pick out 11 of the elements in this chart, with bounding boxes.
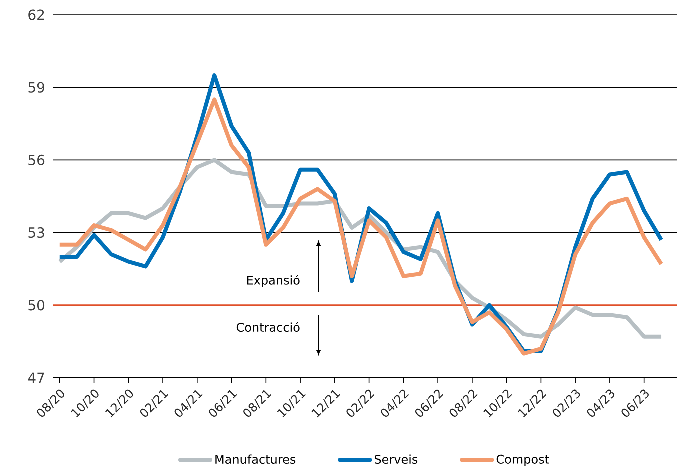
- annotation: Expansió: [247, 275, 300, 288]
- legend-label: Manufactures: [216, 454, 296, 464]
- y-tick-label: 50: [28, 300, 45, 311]
- y-tick-label: 53: [28, 227, 44, 238]
- y-tick-label: 47: [28, 372, 44, 384]
- annotation: Contracció: [236, 322, 300, 332]
- legend-label: Compost: [496, 454, 550, 466]
- y-tick-label: 56: [28, 154, 45, 166]
- y-tick-label: 62: [28, 10, 44, 20]
- y-tick-label: 59: [28, 82, 44, 93]
- legend-label: Serveis: [374, 454, 418, 464]
